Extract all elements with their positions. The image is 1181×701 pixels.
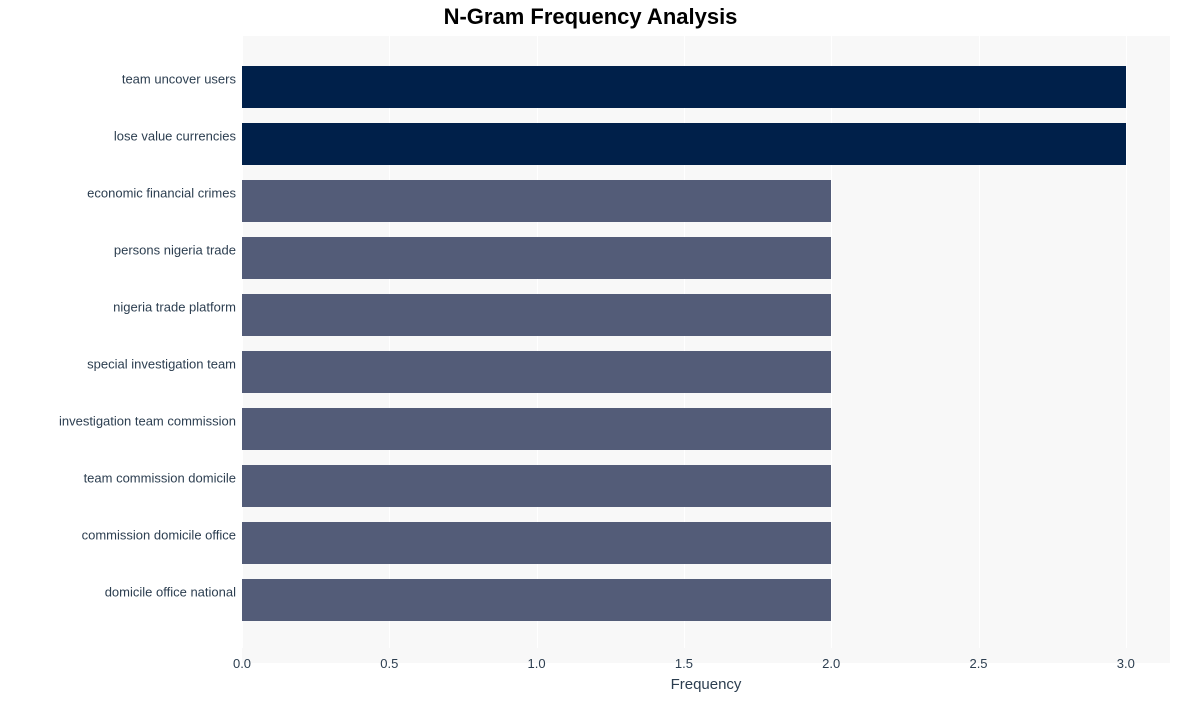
x-tick-label: 0.5	[380, 656, 398, 671]
y-tick-label: lose value currencies	[114, 129, 236, 144]
bar	[242, 408, 831, 450]
x-tick-label: 3.0	[1117, 656, 1135, 671]
bar	[242, 579, 831, 621]
x-tick-label: 2.0	[822, 656, 840, 671]
bar	[242, 465, 831, 507]
x-axis-label: Frequency	[242, 676, 1170, 693]
x-tick-label: 1.0	[528, 656, 546, 671]
y-tick-label: commission domicile office	[82, 528, 236, 543]
plot-area	[242, 36, 1170, 648]
y-tick-label: economic financial crimes	[87, 186, 236, 201]
bar	[242, 180, 831, 222]
bar	[242, 294, 831, 336]
y-tick-label: special investigation team	[87, 357, 236, 372]
chart-title: N-Gram Frequency Analysis	[0, 4, 1181, 30]
ngram-chart: N-Gram Frequency Analysis team uncover u…	[0, 0, 1181, 701]
bar	[242, 66, 1126, 108]
x-tick-label: 1.5	[675, 656, 693, 671]
x-tick-label: 2.5	[969, 656, 987, 671]
y-tick-label: nigeria trade platform	[113, 300, 236, 315]
x-gridline	[1126, 36, 1127, 648]
y-tick-label: persons nigeria trade	[114, 243, 236, 258]
y-tick-label: team commission domicile	[84, 471, 236, 486]
x-tick-label: 0.0	[233, 656, 251, 671]
y-tick-label: domicile office national	[105, 585, 236, 600]
bar	[242, 522, 831, 564]
bar	[242, 123, 1126, 165]
bar	[242, 237, 831, 279]
y-tick-label: team uncover users	[122, 72, 236, 87]
y-tick-label: investigation team commission	[59, 414, 236, 429]
bar	[242, 351, 831, 393]
